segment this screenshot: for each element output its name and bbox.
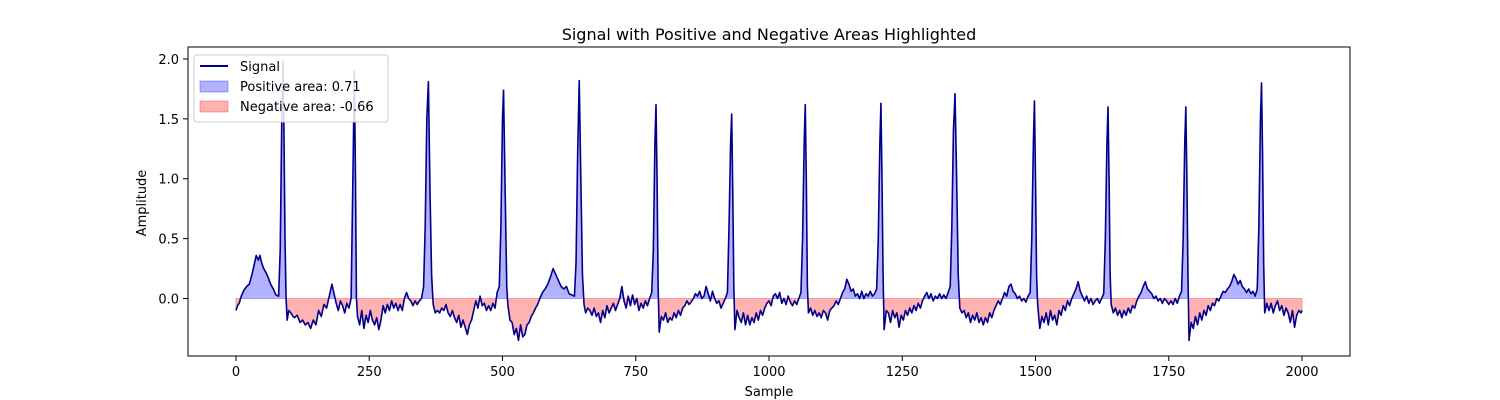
- x-tick-labels: 0 250 500 750 1000 1250 1500 1750 2000: [232, 365, 1319, 380]
- x-tick-label: 1750: [1152, 365, 1185, 380]
- x-tick-label: 750: [623, 365, 648, 380]
- axis-ticks: [183, 58, 1303, 361]
- x-tick-label: 1500: [1019, 365, 1052, 380]
- x-tick-label: 1000: [752, 365, 785, 380]
- x-tick-label: 500: [490, 365, 515, 380]
- area-fills: [235, 61, 1303, 341]
- legend-box: [193, 54, 389, 123]
- signal-line-layer: [235, 60, 1303, 342]
- negative-area-region: [506, 298, 541, 341]
- x-tick-label: 0: [232, 365, 240, 380]
- legend-item-signal: Signal: [200, 60, 280, 75]
- x-tick-label: 1250: [886, 365, 919, 380]
- signal-line: [235, 60, 1303, 342]
- chart-title: Signal with Positive and Negative Areas …: [562, 25, 977, 44]
- legend-negative-swatch: [199, 100, 229, 113]
- y-tick-label: 1.0: [158, 173, 179, 188]
- legend-positive-swatch: [199, 80, 229, 93]
- x-tick-label: 2000: [1285, 365, 1318, 380]
- y-tick-label: 0.0: [158, 293, 179, 308]
- legend-positive-label: Positive area: 0.71: [240, 80, 361, 95]
- y-tick-label: 1.5: [158, 113, 179, 128]
- y-tick-label: 0.5: [158, 233, 179, 248]
- legend-signal-label: Signal: [240, 60, 280, 75]
- legend-negative-label: Negative area: -0.66: [240, 100, 374, 115]
- y-axis-label: Amplitude: [135, 170, 150, 237]
- legend: Signal Positive area: 0.71 Negative area…: [193, 54, 389, 123]
- y-tick-labels: 0.0 0.5 1.0 1.5 2.0: [158, 53, 179, 308]
- y-tick-label: 2.0: [158, 53, 179, 68]
- x-axis-label: Sample: [745, 385, 794, 400]
- plot-frame: [187, 46, 1351, 357]
- x-tick-label: 250: [357, 365, 382, 380]
- negative-area-region: [958, 298, 1004, 327]
- legend-item-negative: Negative area: -0.66: [199, 100, 374, 115]
- legend-item-positive: Positive area: 0.71: [199, 80, 361, 95]
